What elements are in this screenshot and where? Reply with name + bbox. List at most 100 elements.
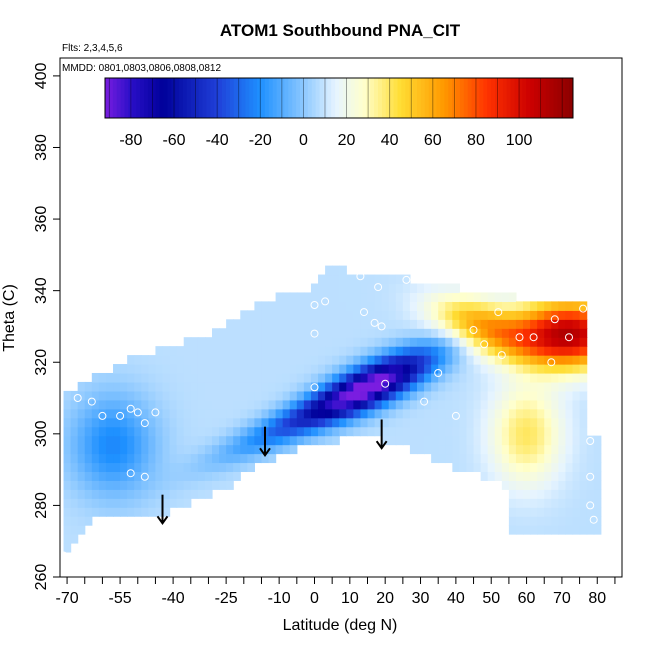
heatmap-cell <box>530 310 538 320</box>
heatmap-cell <box>438 319 446 329</box>
heatmap-cell <box>438 417 446 428</box>
heatmap-cell <box>318 301 326 311</box>
heatmap-cell <box>183 364 192 374</box>
heatmap-cell <box>445 310 453 320</box>
heatmap-cell <box>63 390 72 401</box>
heatmap-cell <box>155 426 164 437</box>
heatmap-cell <box>395 328 404 338</box>
heatmap-cell <box>219 372 227 383</box>
sample-point <box>151 408 160 417</box>
heatmap-cell <box>593 507 602 517</box>
heatmap-cell <box>346 328 354 338</box>
heatmap-cell <box>459 399 468 410</box>
heatmap-cell <box>452 372 461 383</box>
heatmap-cell <box>374 417 383 428</box>
heatmap-cell <box>247 355 255 365</box>
colorbar-strip <box>424 78 430 118</box>
heatmap-cell <box>332 319 340 329</box>
heatmap-cell <box>558 462 567 473</box>
heatmap-cell <box>388 274 397 285</box>
sample-point <box>547 358 556 367</box>
heatmap-cell <box>579 355 588 365</box>
heatmap-cell <box>515 346 524 356</box>
heatmap-cell <box>515 471 524 481</box>
heatmap-cell <box>551 328 559 338</box>
colorbar-strip <box>440 78 445 118</box>
heatmap-cell <box>508 292 517 302</box>
heatmap-cell <box>473 364 482 374</box>
heatmap-cell <box>367 426 376 437</box>
heatmap-cell <box>169 372 178 383</box>
heatmap-cell <box>226 408 234 419</box>
heatmap-cell <box>113 489 121 499</box>
heatmap-cell <box>120 426 128 437</box>
heatmap-cell <box>296 417 305 428</box>
heatmap-cell <box>155 399 164 410</box>
heatmap-cell <box>162 372 171 383</box>
heatmap-cell <box>537 310 545 320</box>
heatmap-cell <box>240 310 248 320</box>
heatmap-cell <box>459 372 468 383</box>
heatmap-cell <box>579 310 588 320</box>
heatmap-cell <box>537 372 545 383</box>
heatmap-cell <box>219 328 227 338</box>
heatmap-cell <box>501 417 510 428</box>
heatmap-cell <box>247 381 255 392</box>
heatmap-cell <box>120 381 128 392</box>
heatmap-cell <box>466 390 475 401</box>
heatmap-cell <box>240 444 248 455</box>
heatmap-cell <box>558 435 567 446</box>
heatmap-cell <box>261 355 270 365</box>
heatmap-cell <box>551 507 559 517</box>
heatmap-cell <box>438 444 446 455</box>
heatmap-cell <box>310 426 319 437</box>
colorbar-strip <box>319 78 324 118</box>
heatmap-cell <box>303 319 312 329</box>
colorbar-strip <box>335 78 340 118</box>
heatmap-cell <box>551 462 559 473</box>
heatmap-cell <box>134 390 142 401</box>
heatmap-cell <box>233 381 241 392</box>
heatmap-cell <box>105 372 114 383</box>
heatmap-cell <box>537 328 545 338</box>
heatmap-cell <box>282 390 291 401</box>
y-tick-label: 260 <box>33 564 50 591</box>
heatmap-cell <box>183 480 192 490</box>
heatmap-cell <box>409 364 418 374</box>
colorbar-strip <box>475 78 480 118</box>
heatmap-cell <box>579 381 588 392</box>
heatmap-cell <box>544 337 552 347</box>
heatmap-cell <box>325 355 333 365</box>
heatmap-cell <box>537 408 545 419</box>
heatmap-cell <box>310 301 319 311</box>
heatmap-cell <box>515 390 524 401</box>
sample-point <box>133 408 142 417</box>
heatmap-cell <box>558 417 567 428</box>
heatmap-cell <box>70 462 79 473</box>
heatmap-cell <box>197 426 206 437</box>
heatmap-cell <box>409 292 418 302</box>
heatmap-cell <box>530 489 538 499</box>
heatmap-cell <box>148 399 157 410</box>
heatmap-cell <box>148 417 157 428</box>
heatmap-cell <box>303 372 312 383</box>
heatmap-cell <box>459 453 468 464</box>
heatmap-cell <box>494 417 503 428</box>
heatmap-cell <box>572 471 581 481</box>
x-axis: -70 -55 -40 -25 -10 0 10 20 30 40 50 60 70 80 <box>56 577 616 607</box>
heatmap-cell <box>254 381 263 392</box>
heatmap-cell <box>593 444 602 455</box>
heatmap-cell <box>388 310 397 320</box>
heatmap-cell <box>176 444 185 455</box>
heatmap-cell <box>374 346 383 356</box>
heatmap-cell <box>452 319 461 329</box>
heatmap-cell <box>360 372 369 383</box>
heatmap-cell <box>289 292 298 302</box>
heatmap-cell <box>551 346 559 356</box>
heatmap-cell <box>395 283 404 294</box>
heatmap-cell <box>254 328 263 338</box>
colorbar-tick-label: -60 <box>162 132 185 149</box>
heatmap-cell <box>127 408 135 419</box>
heatmap-cell <box>310 292 319 302</box>
colorbar: -80 -60 -40 -20 0 20 40 60 80 100 <box>104 77 574 149</box>
